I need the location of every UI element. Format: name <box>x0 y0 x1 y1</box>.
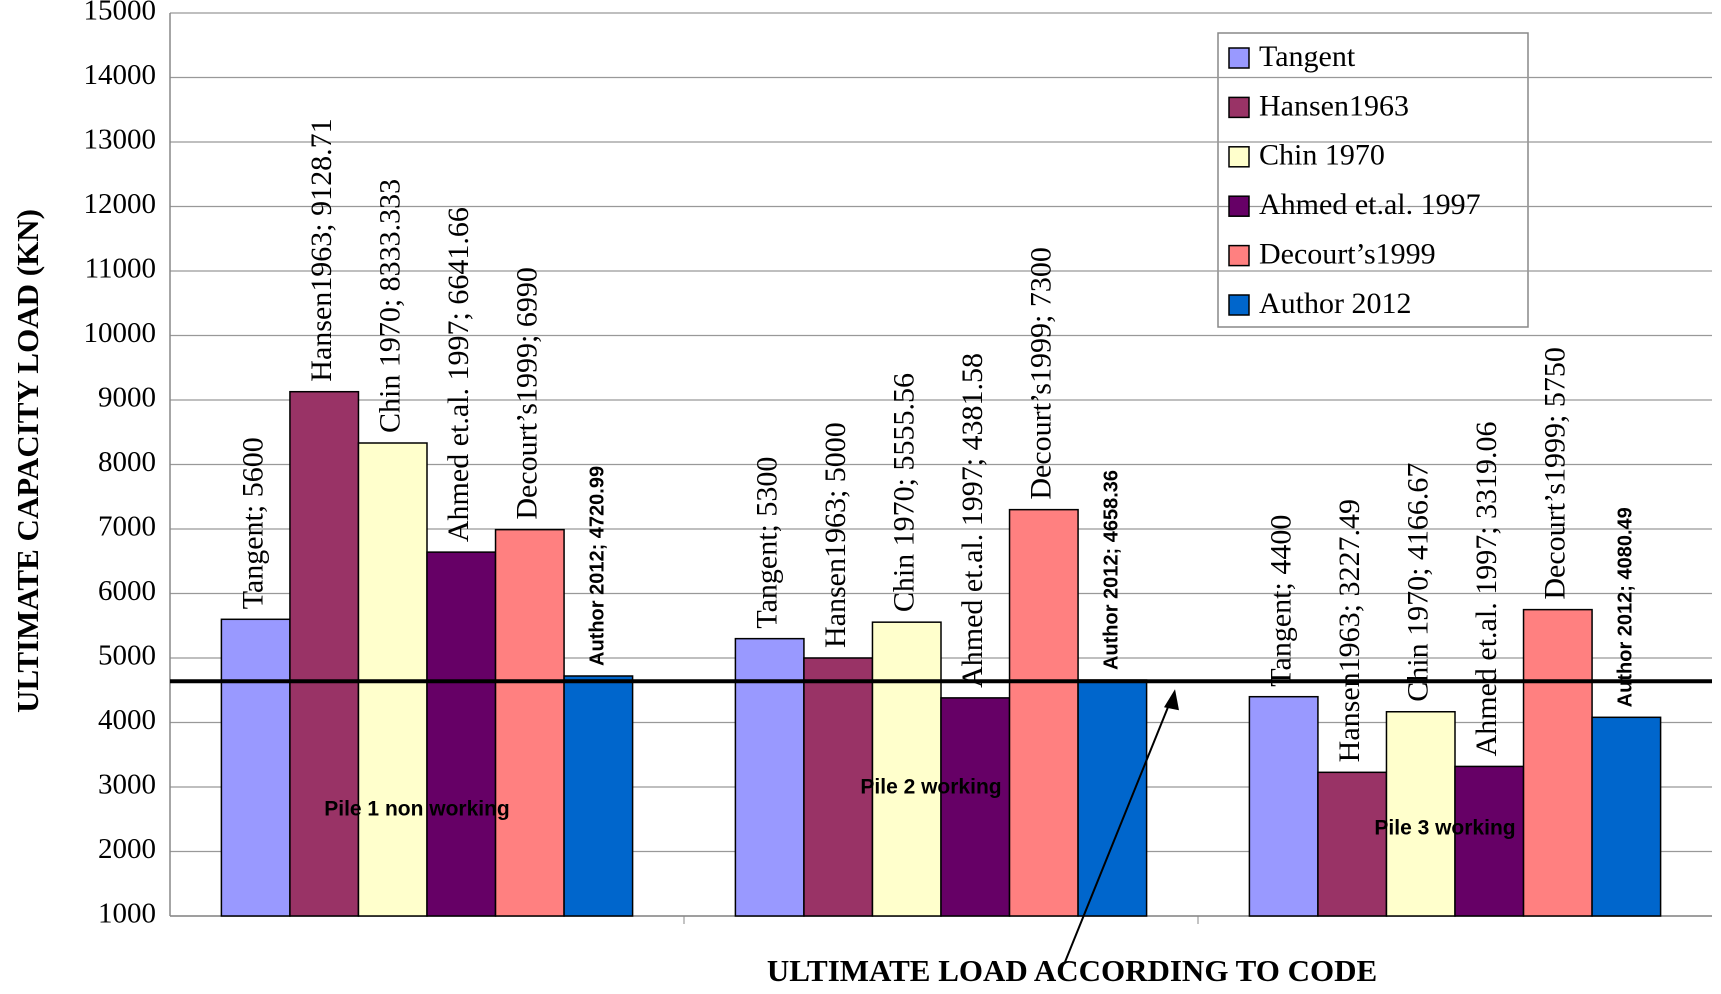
y-tick-label: 7000 <box>98 511 156 543</box>
arrow-shaft <box>1064 696 1173 963</box>
bar <box>803 657 874 917</box>
data-label: Decourt’s1999; 5750 <box>1539 347 1572 599</box>
data-label: Chin 1970; 4166.67 <box>1402 463 1435 702</box>
bar <box>734 637 805 917</box>
bar <box>494 528 565 917</box>
y-tick-label: 14000 <box>84 59 157 91</box>
legend-label: Decourt’s1999 <box>1259 237 1436 270</box>
data-label: Author 2012; 4658.36 <box>1101 470 1123 670</box>
y-tick-label: 2000 <box>98 833 156 865</box>
data-label: Hansen1963; 9128.71 <box>305 118 338 381</box>
bar <box>289 390 360 917</box>
data-label: Author 2012; 4720.99 <box>587 466 609 666</box>
arrow-head <box>1164 689 1179 711</box>
y-tick-label: 9000 <box>98 382 156 414</box>
bar <box>220 618 291 917</box>
legend-label: Chin 1970 <box>1259 139 1385 172</box>
bar <box>1077 679 1148 917</box>
legend-swatch <box>1228 244 1250 267</box>
data-label: Author 2012; 4080.49 <box>1615 507 1637 707</box>
y-tick-label: 3000 <box>98 769 156 801</box>
y-tick-label: 8000 <box>98 446 156 478</box>
y-tick-label: 11000 <box>85 253 156 285</box>
data-label: Chin 1970; 5555.56 <box>888 373 921 612</box>
bar <box>940 697 1011 917</box>
bar <box>426 551 497 917</box>
y-tick-label: 4000 <box>98 704 156 736</box>
bar <box>1591 716 1662 917</box>
y-tick-label: 13000 <box>84 124 157 156</box>
y-tick-label: 5000 <box>98 640 156 672</box>
legend-swatch <box>1228 195 1250 217</box>
data-label: Decourt’s1999; 7300 <box>1025 247 1058 499</box>
legend-label: Author 2012 <box>1259 287 1412 320</box>
group-label: Pile 3 working <box>1374 817 1515 840</box>
group-label: Pile 2 working <box>860 776 1001 799</box>
y-axis-title: ULTIMATE CAPACITY LOAD (KN) <box>10 209 45 713</box>
bar <box>1454 765 1525 917</box>
legend-label: Ahmed et.al. 1997 <box>1259 188 1481 221</box>
bar <box>1248 695 1319 917</box>
legend-label: Hansen1963 <box>1259 89 1409 122</box>
bar <box>1522 608 1593 917</box>
bar <box>1008 508 1079 917</box>
data-label: Tangent; 5600 <box>237 437 270 609</box>
legend-swatch <box>1228 294 1250 316</box>
bar <box>871 621 942 917</box>
legend-swatch <box>1228 47 1250 69</box>
y-tick-label: 6000 <box>98 575 156 607</box>
reference-label: ULTIMATE LOAD ACCORDING TO CODE <box>767 953 1377 988</box>
bar <box>1317 771 1388 917</box>
data-label: Hansen1963; 3227.49 <box>1333 499 1366 762</box>
legend-swatch <box>1228 146 1250 168</box>
y-tick-label: 10000 <box>84 317 157 349</box>
y-tick-label: 12000 <box>84 188 157 220</box>
y-tick-label: 1000 <box>98 898 156 930</box>
data-label: Tangent; 4400 <box>1265 515 1298 687</box>
bar <box>1385 710 1456 917</box>
legend-box <box>1217 32 1529 328</box>
bar <box>563 675 634 917</box>
data-label: Ahmed et.al. 1997; 4381.58 <box>956 353 989 688</box>
data-label: Chin 1970; 8333.333 <box>374 179 407 433</box>
y-tick-label: 15000 <box>84 0 157 27</box>
legend-label: Tangent <box>1259 40 1356 73</box>
data-label: Decourt’s1999; 6990 <box>511 267 544 519</box>
data-label: Ahmed et.al. 1997; 3319.06 <box>1470 421 1503 756</box>
data-label: Ahmed et.al. 1997; 6641.66 <box>442 207 475 542</box>
legend-swatch <box>1228 96 1250 119</box>
group-label: Pile 1 non working <box>324 798 510 821</box>
data-label: Tangent; 5300 <box>751 457 784 629</box>
data-label: Hansen1963; 5000 <box>819 422 852 648</box>
